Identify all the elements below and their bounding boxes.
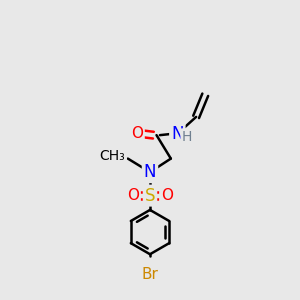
- Text: N: N: [144, 163, 156, 181]
- Text: Br: Br: [142, 267, 158, 282]
- Text: O: O: [131, 126, 143, 141]
- Text: CH₃: CH₃: [100, 149, 125, 163]
- Text: O: O: [161, 188, 173, 203]
- Text: S: S: [145, 187, 155, 205]
- Text: N: N: [171, 125, 184, 143]
- Text: O: O: [127, 188, 139, 203]
- Text: H: H: [182, 130, 192, 144]
